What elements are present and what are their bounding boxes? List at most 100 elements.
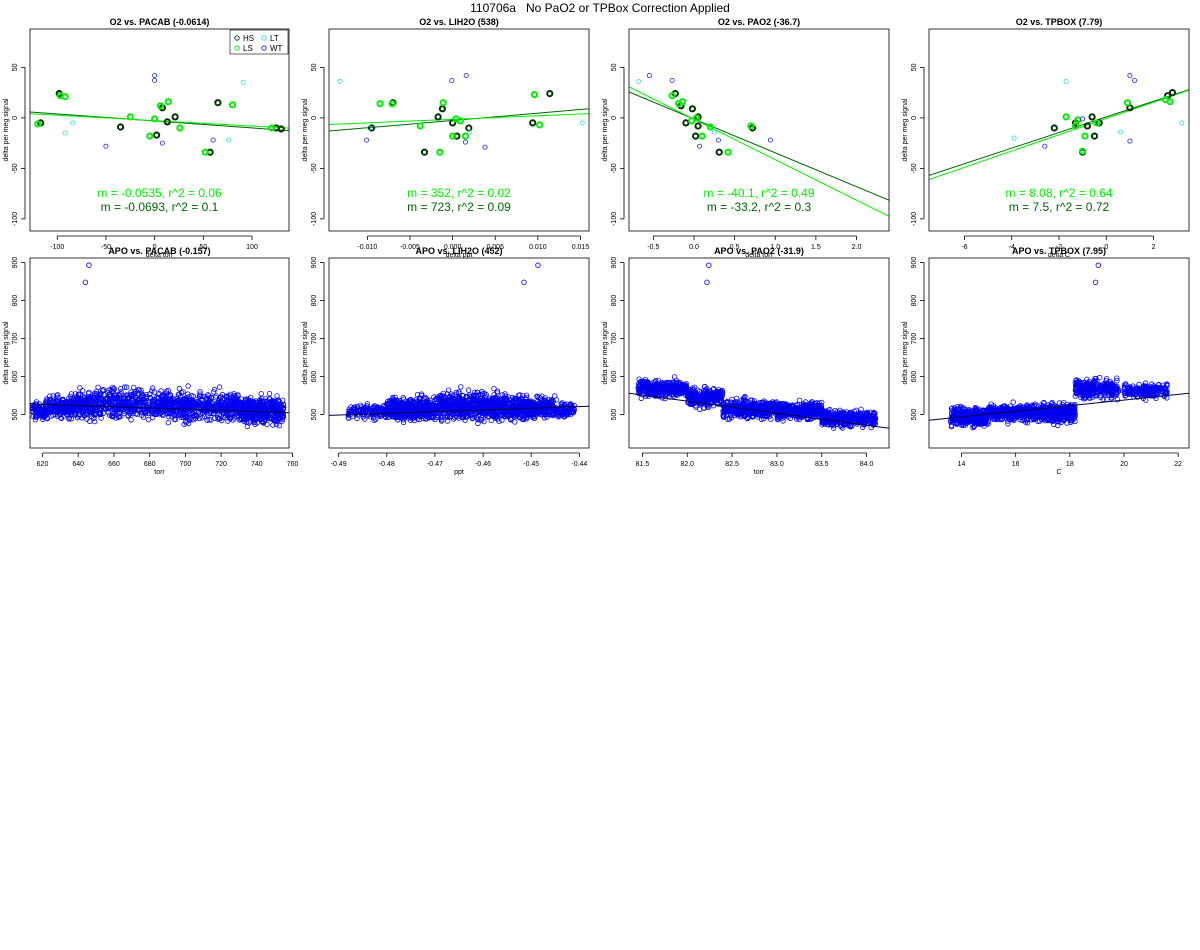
data-point bbox=[417, 401, 424, 407]
data-point bbox=[423, 405, 429, 411]
data-point-ls bbox=[530, 91, 539, 99]
data-point bbox=[55, 392, 61, 398]
data-point bbox=[225, 418, 231, 424]
x-tick-label: -0.005 bbox=[400, 244, 420, 251]
data-point bbox=[471, 397, 477, 403]
data-point bbox=[504, 396, 510, 402]
data-point bbox=[475, 420, 481, 427]
data-point bbox=[666, 380, 673, 386]
data-point-ls bbox=[61, 93, 69, 101]
y-tick-label: 500 bbox=[311, 409, 318, 421]
data-point-lt bbox=[1011, 135, 1017, 141]
legend-label-wt: WT bbox=[270, 44, 283, 53]
data-point bbox=[433, 402, 439, 409]
x-tick-label: -0.5 bbox=[647, 244, 659, 251]
x-axis-label: delta torr bbox=[146, 252, 174, 259]
y-axis-label: delta per meg signal bbox=[3, 321, 10, 384]
fit-line bbox=[629, 91, 889, 201]
outlier-point bbox=[82, 279, 89, 286]
y-tick-label: -50 bbox=[911, 163, 918, 173]
data-point-wt bbox=[159, 140, 165, 146]
data-point bbox=[690, 387, 696, 393]
chart-panel-apo-pao2: APO vs. PAO2 (-31.9)81.5 82.0 82.5 83.0 83.5… bbox=[602, 246, 890, 476]
data-point bbox=[443, 413, 449, 420]
data-point-hs bbox=[694, 122, 702, 130]
data-point bbox=[567, 401, 574, 407]
data-point bbox=[71, 411, 77, 418]
data-point bbox=[231, 391, 237, 397]
data-point bbox=[768, 416, 774, 422]
data-point bbox=[252, 421, 258, 427]
x-tick-label: 760 bbox=[287, 461, 299, 468]
data-point bbox=[670, 389, 677, 395]
data-point bbox=[640, 383, 646, 390]
data-point bbox=[436, 402, 442, 408]
data-point-ls bbox=[176, 124, 184, 132]
data-point bbox=[512, 419, 518, 425]
data-point bbox=[495, 400, 501, 407]
data-point bbox=[532, 415, 538, 421]
data-point bbox=[672, 379, 678, 386]
data-point bbox=[421, 395, 427, 401]
data-point bbox=[704, 395, 711, 402]
data-point-hs bbox=[688, 105, 697, 113]
data-point bbox=[276, 423, 282, 429]
y-tick-label: 700 bbox=[12, 333, 19, 345]
data-point bbox=[269, 403, 276, 409]
y-tick-label: 50 bbox=[311, 63, 318, 71]
data-point bbox=[389, 406, 396, 413]
data-point-wt bbox=[646, 73, 652, 79]
data-point bbox=[175, 405, 181, 411]
data-point bbox=[462, 417, 468, 423]
data-point bbox=[44, 397, 50, 403]
data-point-ls bbox=[1074, 116, 1082, 124]
data-point bbox=[68, 416, 74, 422]
data-point bbox=[274, 393, 280, 399]
x-tick-label: -0.49 bbox=[331, 461, 347, 468]
data-point bbox=[196, 415, 202, 422]
data-point bbox=[131, 390, 137, 397]
data-point-hs bbox=[277, 125, 285, 133]
data-point-ls bbox=[228, 101, 237, 109]
fit-label: m = 352, r^2 = 0.02 bbox=[407, 186, 511, 200]
data-point bbox=[258, 391, 264, 397]
data-point bbox=[733, 395, 740, 401]
data-point bbox=[407, 397, 414, 403]
data-point-ls bbox=[146, 132, 154, 140]
data-point bbox=[143, 394, 149, 400]
data-point bbox=[237, 402, 244, 408]
data-point bbox=[385, 398, 391, 405]
data-point bbox=[482, 411, 489, 417]
chart-panel-o2-pacab: O2 vs. PACAB (-0.0614)m = -0.0535, r^2 =… bbox=[3, 17, 290, 259]
data-point-wt bbox=[152, 78, 158, 84]
data-point-ls bbox=[724, 148, 732, 156]
data-point bbox=[434, 396, 440, 402]
outlier-point bbox=[86, 262, 92, 268]
data-point bbox=[397, 405, 404, 411]
data-point bbox=[557, 406, 564, 412]
x-axis-label: delta C bbox=[1048, 252, 1070, 259]
data-point bbox=[110, 389, 117, 395]
data-point bbox=[352, 404, 358, 410]
data-point bbox=[660, 386, 666, 392]
data-point bbox=[257, 399, 263, 405]
data-point bbox=[53, 398, 60, 404]
chart-panel-o2-pao2: O2 vs. PAO2 (-36.7)m = -40.1, r^2 = 0.49… bbox=[602, 17, 890, 259]
data-point bbox=[143, 403, 150, 410]
data-point bbox=[271, 398, 278, 405]
data-point bbox=[445, 401, 452, 407]
data-point bbox=[519, 416, 525, 422]
data-point bbox=[702, 395, 708, 401]
data-point bbox=[264, 399, 270, 405]
data-point-wt bbox=[449, 78, 455, 84]
data-point bbox=[261, 401, 267, 408]
data-point bbox=[191, 408, 198, 414]
data-point-ls bbox=[439, 99, 447, 107]
data-point bbox=[116, 395, 122, 401]
data-point-ls bbox=[688, 117, 696, 125]
y-tick-label: -100 bbox=[611, 212, 618, 226]
y-tick-label: -100 bbox=[911, 212, 918, 226]
data-point bbox=[76, 401, 82, 407]
data-point bbox=[667, 388, 673, 395]
